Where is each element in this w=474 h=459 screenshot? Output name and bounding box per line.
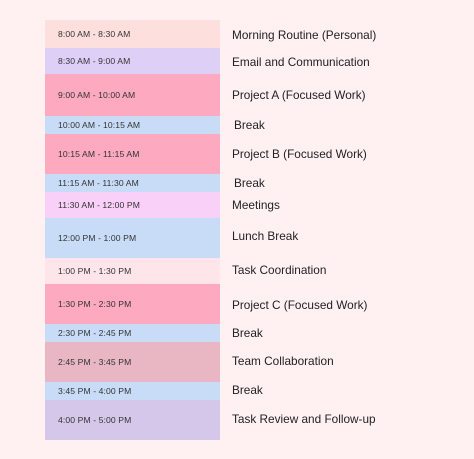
activity-label: Break	[234, 176, 265, 190]
schedule: 8:00 AM - 8:30 AM Morning Routine (Person…	[45, 20, 465, 440]
activity-label: Break	[232, 326, 263, 340]
schedule-row: 3:45 PM - 4:00 PM Break	[45, 382, 465, 400]
time-slot: 1:30 PM - 2:30 PM	[45, 284, 220, 324]
time-slot: 12:00 PM - 1:00 PM	[45, 218, 220, 258]
activity-label: Project B (Focused Work)	[232, 147, 367, 161]
schedule-row: 1:30 PM - 2:30 PM Project C (Focused Work…	[45, 284, 465, 324]
time-slot: 10:00 AM - 10:15 AM	[45, 116, 220, 134]
schedule-row: 10:15 AM - 11:15 AM Project B (Focused Wo…	[45, 134, 465, 174]
schedule-row: 12:00 PM - 1:00 PM Lunch Break	[45, 218, 465, 258]
schedule-row: 11:15 AM - 11:30 AM Break	[45, 174, 465, 192]
time-slot: 3:45 PM - 4:00 PM	[45, 382, 220, 400]
time-slot: 2:45 PM - 3:45 PM	[45, 342, 220, 382]
activity-label: Project C (Focused Work)	[232, 298, 368, 312]
time-slot: 8:00 AM - 8:30 AM	[45, 20, 220, 48]
time-slot: 10:15 AM - 11:15 AM	[45, 134, 220, 174]
schedule-row: 2:45 PM - 3:45 PM Team Collaboration	[45, 342, 465, 382]
time-slot: 4:00 PM - 5:00 PM	[45, 400, 220, 440]
activity-label: Task Coordination	[232, 263, 327, 277]
activity-label: Task Review and Follow-up	[232, 412, 376, 426]
activity-label: Lunch Break	[232, 229, 299, 243]
time-slot: 8:30 AM - 9:00 AM	[45, 48, 220, 74]
schedule-row: 10:00 AM - 10:15 AM Break	[45, 116, 465, 134]
activity-label: Project A (Focused Work)	[232, 88, 366, 102]
time-slot: 2:30 PM - 2:45 PM	[45, 324, 220, 342]
activity-label: Email and Communication	[232, 55, 370, 69]
activity-label: Break	[234, 118, 265, 132]
schedule-row: 2:30 PM - 2:45 PM Break	[45, 324, 465, 342]
schedule-row: 11:30 AM - 12:00 PM Meetings	[45, 192, 465, 218]
time-slot: 1:00 PM - 1:30 PM	[45, 258, 220, 284]
time-slot: 11:15 AM - 11:30 AM	[45, 174, 220, 192]
schedule-row: 4:00 PM - 5:00 PM Task Review and Follow-…	[45, 400, 465, 440]
schedule-row: 8:30 AM - 9:00 AM Email and Communication	[45, 48, 465, 74]
activity-label: Team Collaboration	[232, 354, 334, 368]
activity-label: Meetings	[232, 198, 280, 212]
activity-label: Break	[232, 383, 263, 397]
time-slot: 9:00 AM - 10:00 AM	[45, 74, 220, 116]
schedule-row: 1:00 PM - 1:30 PM Task Coordination	[45, 258, 465, 284]
activity-label: Morning Routine (Personal)	[232, 28, 377, 42]
schedule-row: 8:00 AM - 8:30 AM Morning Routine (Person…	[45, 20, 465, 48]
schedule-row: 9:00 AM - 10:00 AM Project A (Focused Wor…	[45, 74, 465, 116]
time-slot: 11:30 AM - 12:00 PM	[45, 192, 220, 218]
